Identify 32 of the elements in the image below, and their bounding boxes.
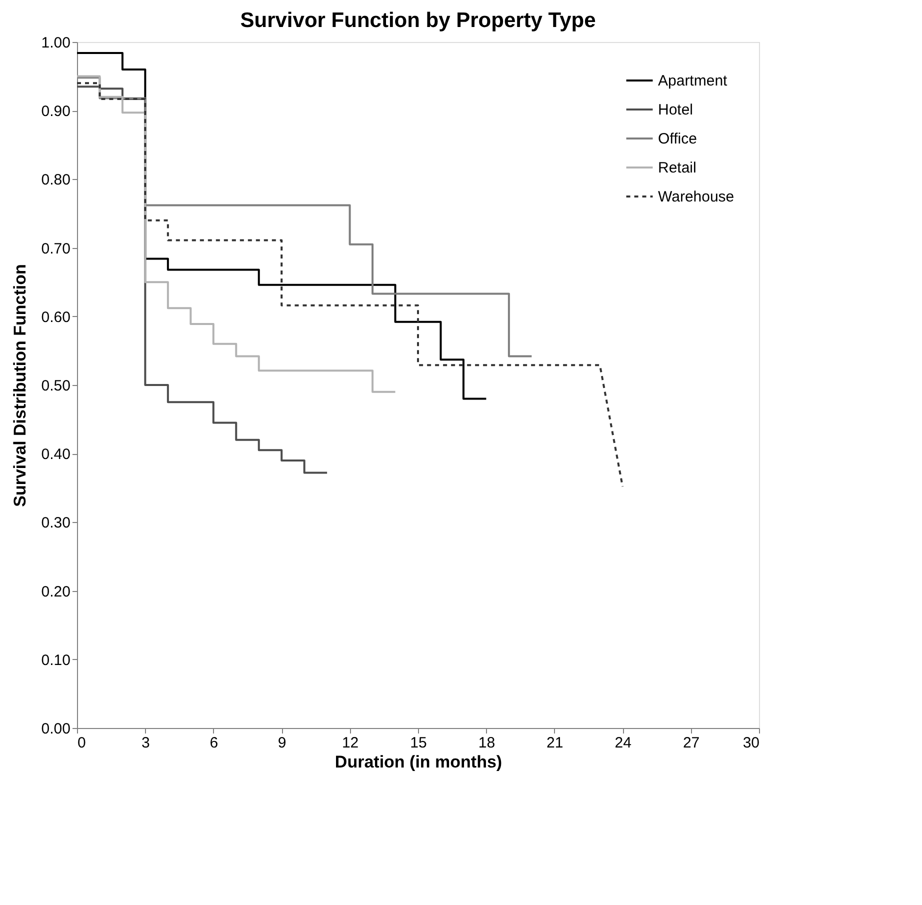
x-tick-label: 9 <box>278 734 286 752</box>
y-tick-label: 0.20 <box>41 583 70 600</box>
y-tick-label: 0.80 <box>41 172 70 189</box>
y-tick-label: 1.00 <box>41 34 70 52</box>
x-tick-label: 30 <box>742 734 760 752</box>
line-series <box>76 75 396 393</box>
x-tick-label: 0 <box>78 734 86 752</box>
y-tick-label: 0.00 <box>41 720 70 738</box>
x-tick-label: 27 <box>682 734 700 752</box>
legend-label: Apartment <box>658 72 728 90</box>
x-tick-label: 18 <box>478 734 496 752</box>
x-tick-label: 6 <box>210 734 218 752</box>
y-tick-label: 0.70 <box>41 240 70 258</box>
legend-label: Office <box>658 130 697 148</box>
y-tick-label: 0.10 <box>41 652 70 669</box>
x-tick-label: 24 <box>614 734 632 752</box>
legend-label: Retail <box>658 160 696 176</box>
y-axis-title: Survival Distribution Function <box>10 264 30 507</box>
y-tick-label: 0.90 <box>41 103 70 120</box>
chart-title: Survivor Function by Property Type <box>240 9 596 32</box>
y-tick-label: 0.60 <box>41 308 70 326</box>
legend-label: Warehouse <box>658 188 734 206</box>
y-tick-label: 0.40 <box>41 446 70 464</box>
x-tick-label: 12 <box>342 734 359 752</box>
legend-label: Hotel <box>658 102 694 118</box>
x-tick-label: 21 <box>546 734 564 752</box>
x-axis-title: Duration (in months) <box>334 752 502 772</box>
line-series <box>76 82 624 488</box>
y-tick-label: 0.30 <box>41 514 70 532</box>
x-tick-label: 15 <box>410 734 427 752</box>
x-tick-label: 3 <box>142 734 150 752</box>
y-tick-label: 0.50 <box>41 378 70 394</box>
